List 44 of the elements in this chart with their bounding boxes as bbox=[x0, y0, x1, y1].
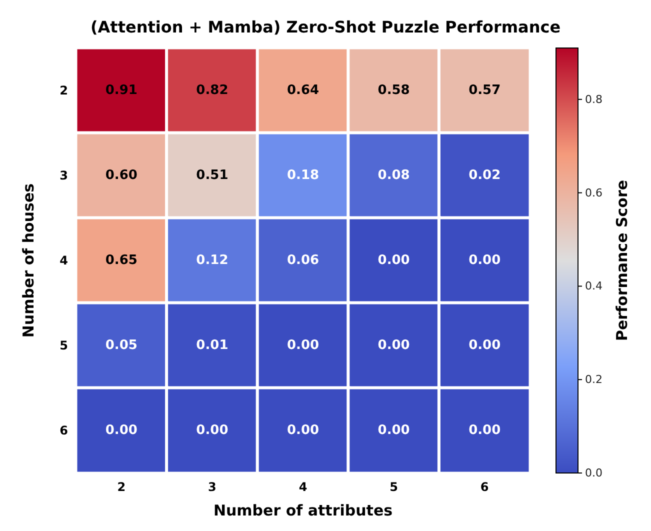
data-label: 0.02 bbox=[468, 168, 501, 183]
data-label: 0.01 bbox=[196, 338, 228, 353]
x-tick-label: 6 bbox=[480, 480, 489, 494]
data-label: 0.00 bbox=[105, 423, 138, 438]
color-bar-label: 0.4 bbox=[585, 280, 602, 293]
y-axis-title: Number of houses bbox=[20, 183, 38, 338]
color-bar-label: 0.0 bbox=[585, 466, 602, 480]
data-label: 0.00 bbox=[468, 338, 501, 353]
data-label: 0.00 bbox=[378, 338, 410, 353]
y-tick-label: 6 bbox=[60, 424, 68, 438]
chart-title: (Attention + Mamba) Zero-Shot Puzzle Performance bbox=[90, 18, 561, 36]
data-label: 0.00 bbox=[286, 423, 320, 438]
data-label: 0.00 bbox=[468, 253, 501, 268]
data-label: 0.57 bbox=[468, 83, 501, 98]
color-bar-label: 0.2 bbox=[585, 373, 602, 386]
x-tick-label: 5 bbox=[390, 480, 398, 494]
x-tick-label: 2 bbox=[117, 480, 126, 494]
data-label: 0.91 bbox=[105, 83, 138, 98]
data-label: 0.64 bbox=[286, 83, 320, 98]
color-bar-label: 0.6 bbox=[585, 186, 602, 200]
data-label: 0.58 bbox=[378, 83, 410, 98]
x-axis-title: Number of attributes bbox=[213, 502, 393, 520]
x-tick-label: 3 bbox=[208, 480, 216, 494]
data-label: 0.00 bbox=[196, 423, 228, 438]
color-bar-label: 0.8 bbox=[585, 92, 602, 106]
data-label: 0.00 bbox=[378, 253, 410, 268]
data-label: 0.12 bbox=[196, 253, 228, 268]
y-tick-label: 4 bbox=[60, 254, 68, 268]
data-label: 0.82 bbox=[196, 83, 228, 98]
data-label: 0.05 bbox=[105, 338, 138, 353]
data-label: 0.60 bbox=[105, 168, 138, 183]
data-label: 0.51 bbox=[196, 168, 228, 183]
data-label: 0.00 bbox=[468, 423, 501, 438]
data-label: 0.00 bbox=[378, 423, 410, 438]
data-label: 0.65 bbox=[105, 253, 138, 268]
data-label: 0.18 bbox=[286, 168, 320, 183]
data-label: 0.00 bbox=[286, 338, 320, 353]
data-label: 0.06 bbox=[286, 253, 320, 268]
data-label: 0.08 bbox=[378, 168, 410, 183]
y-tick-label: 3 bbox=[60, 168, 68, 182]
y-tick-label: 2 bbox=[60, 84, 68, 98]
x-tick-label: 4 bbox=[298, 480, 308, 494]
color-bar-title: Performance Score bbox=[613, 180, 631, 342]
y-tick-label: 5 bbox=[60, 338, 68, 352]
